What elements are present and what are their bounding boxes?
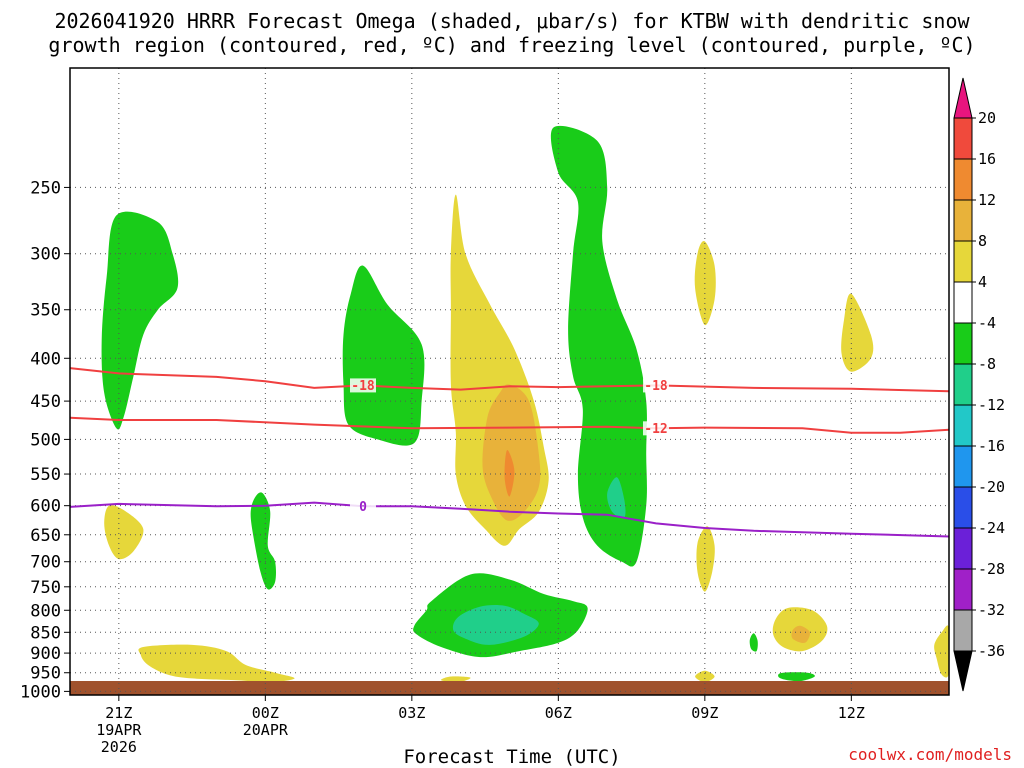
omega-region-20 (749, 633, 758, 652)
omega-region-7 (482, 384, 541, 521)
colorbar-swatch-c_m8_m4 (953, 322, 973, 365)
y-tick-label-500: 500 (30, 430, 61, 450)
colorbar-swatch-c_16_20 (953, 117, 973, 160)
omega-region-8 (504, 450, 515, 497)
colorbar-swatch-c_m24_m20 (953, 486, 973, 529)
x-tick-label-2026: 2026 (101, 738, 137, 756)
colorbar-bottom-arrow (953, 650, 973, 692)
colorbar-label--8: -8 (978, 355, 996, 373)
x-axis-title: Forecast Time (UTC) (403, 746, 621, 768)
colorbar-label--4: -4 (978, 314, 996, 332)
colorbar-top-arrow (953, 77, 973, 119)
y-tick-label-900: 900 (30, 644, 61, 664)
x-tick-label-19APR: 19APR (96, 721, 142, 739)
colorbar-label-12: 12 (978, 191, 996, 209)
plot-border (69, 67, 950, 696)
y-tick-label-850: 850 (30, 623, 61, 643)
y-axis: 2503003504004505005506006507007508008509… (20, 178, 70, 702)
colorbar-swatch-c_m28_m24 (953, 527, 973, 570)
isotherm--18 (69, 367, 950, 393)
y-tick-label-600: 600 (30, 497, 61, 517)
omega-region-2 (104, 505, 144, 560)
colorbar-swatch-c_m12_m8 (953, 363, 973, 406)
y-tick-label-950: 950 (30, 664, 61, 684)
omega-region-19 (791, 625, 810, 644)
omega-region-5 (342, 265, 425, 446)
isotherm-0 (69, 501, 950, 538)
colorbar-swatch-c_m32_m28 (953, 568, 973, 611)
y-tick-label-700: 700 (30, 553, 61, 573)
colorbar: 20 16 12 8 4 -4 -8 -12 -16 -20 -24 -28 -32 -36 (953, 77, 1005, 692)
x-tick-label-12Z: 12Z (838, 704, 865, 722)
colorbar-label-20: 20 (978, 109, 996, 127)
isotherm-label-0: 0 (359, 500, 367, 515)
omega-region-15 (841, 293, 874, 372)
y-tick-label-300: 300 (30, 245, 61, 265)
omega-region-17 (452, 604, 539, 645)
y-tick-label-550: 550 (30, 465, 61, 485)
colorbar-swatch-c_8_12 (953, 199, 973, 242)
omega-region-9 (440, 676, 471, 683)
colorbar-label--12: -12 (978, 396, 1005, 414)
y-tick-label-400: 400 (30, 349, 61, 369)
colorbar-swatch-c_m16_m12 (953, 404, 973, 447)
colorbar-swatch-c_m36_m32 (953, 609, 973, 652)
plot-frame (69, 67, 950, 696)
colorbar-swatch-c_neutral (953, 281, 973, 324)
chart-title-line-2: growth region (contoured, red, ºC) and f… (48, 33, 976, 57)
ground-layer (70, 681, 949, 695)
x-tick-label-09Z: 09Z (691, 704, 718, 722)
isotherm-contours: -18 -18 -12 0 (69, 367, 950, 538)
y-tick-label-350: 350 (30, 301, 61, 321)
colorbar-swatch-c_4_8 (953, 240, 973, 283)
colorbar-label--16: -16 (978, 437, 1005, 455)
source-credit: coolwx.com/models (848, 745, 1012, 764)
isotherm--12 (69, 416, 950, 434)
omega-region-10 (550, 125, 647, 567)
omega-region-14 (695, 670, 715, 683)
ground-strip (70, 681, 949, 695)
colorbar-label--28: -28 (978, 560, 1005, 578)
isotherm-label--12: -12 (644, 422, 667, 437)
colorbar-label-8: 8 (978, 232, 987, 250)
y-tick-label-800: 800 (30, 601, 61, 621)
x-tick-label-00Z: 00Z (252, 704, 279, 722)
colorbar-swatch-c_12_16 (953, 158, 973, 201)
colorbar-label--24: -24 (978, 519, 1005, 537)
isotherm-label--18: -18 (351, 379, 375, 394)
y-tick-label-1000: 1000 (20, 682, 61, 702)
chart-title-line-1: 2026041920 HRRR Forecast Omega (shaded, … (54, 9, 970, 33)
omega-region-21 (778, 672, 815, 682)
omega-shaded-regions (101, 125, 949, 683)
x-tick-label-03Z: 03Z (398, 704, 425, 722)
x-tick-label-21Z: 21Z (105, 704, 132, 722)
y-tick-label-750: 750 (30, 578, 61, 598)
colorbar-label-16: 16 (978, 150, 996, 168)
omega-region-4 (138, 644, 295, 683)
y-tick-label-650: 650 (30, 526, 61, 546)
omega-region-22 (934, 625, 949, 678)
colorbar-label--36: -36 (978, 642, 1005, 660)
colorbar-label-4: 4 (978, 273, 987, 291)
omega-region-11 (607, 477, 626, 519)
omega-region-3 (250, 492, 276, 590)
colorbar-swatch-c_m20_m16 (953, 445, 973, 488)
y-tick-label-450: 450 (30, 392, 61, 412)
colorbar-label--20: -20 (978, 478, 1005, 496)
x-tick-label-20APR: 20APR (243, 721, 289, 739)
omega-region-1 (101, 211, 179, 430)
isotherm-label--18: -18 (644, 379, 668, 394)
y-tick-label-250: 250 (30, 178, 61, 198)
colorbar-label--32: -32 (978, 601, 1005, 619)
x-tick-label-06Z: 06Z (545, 704, 572, 722)
omega-region-13 (696, 526, 715, 592)
